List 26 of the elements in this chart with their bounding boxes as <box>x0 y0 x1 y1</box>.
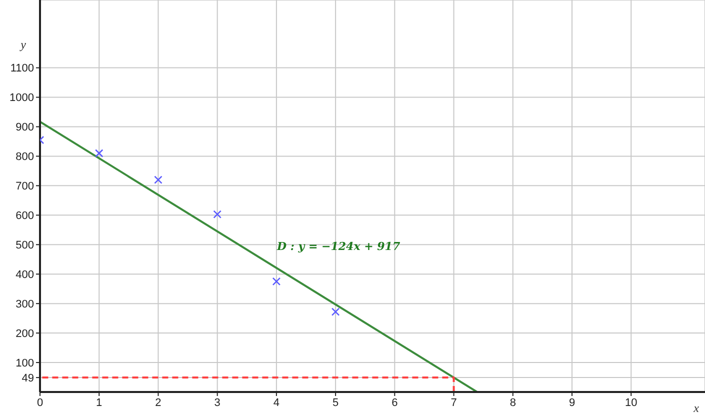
x-tick-label: 8 <box>510 396 516 409</box>
y-tick-label: 1000 <box>10 92 34 104</box>
x-tick-label: 5 <box>332 396 339 409</box>
y-tick-label: 600 <box>16 210 34 222</box>
y-tick-label: 400 <box>16 269 34 282</box>
annotation: D : y = −124x + 917 <box>277 240 400 253</box>
y-tick-label: 300 <box>16 298 34 310</box>
x-tick-label: 1 <box>96 396 102 409</box>
x-tick-label: 0 <box>36 396 44 409</box>
y-tick-label: 49 <box>22 372 34 384</box>
y-tick-label: 100 <box>16 357 34 370</box>
x-tick-label: 9 <box>568 396 576 409</box>
y-tick-label: 900 <box>16 122 34 134</box>
x-tick-label: 2 <box>155 396 162 409</box>
y-axis-title: y <box>20 38 27 52</box>
x-tick-label: 7 <box>450 396 457 409</box>
y-tick-label: 700 <box>16 180 34 193</box>
y-tick-label: 1100 <box>10 62 34 75</box>
y-tick-label: 800 <box>16 151 34 164</box>
x-tick-label: 4 <box>273 396 280 409</box>
x-tick-label: 6 <box>392 396 398 409</box>
y-tick-label: 500 <box>16 240 34 252</box>
x-tick-label: 3 <box>214 396 220 409</box>
y-tick-label: 200 <box>16 328 34 340</box>
x-axis-title: x <box>692 401 700 415</box>
x-tick-label: 10 <box>624 396 638 409</box>
